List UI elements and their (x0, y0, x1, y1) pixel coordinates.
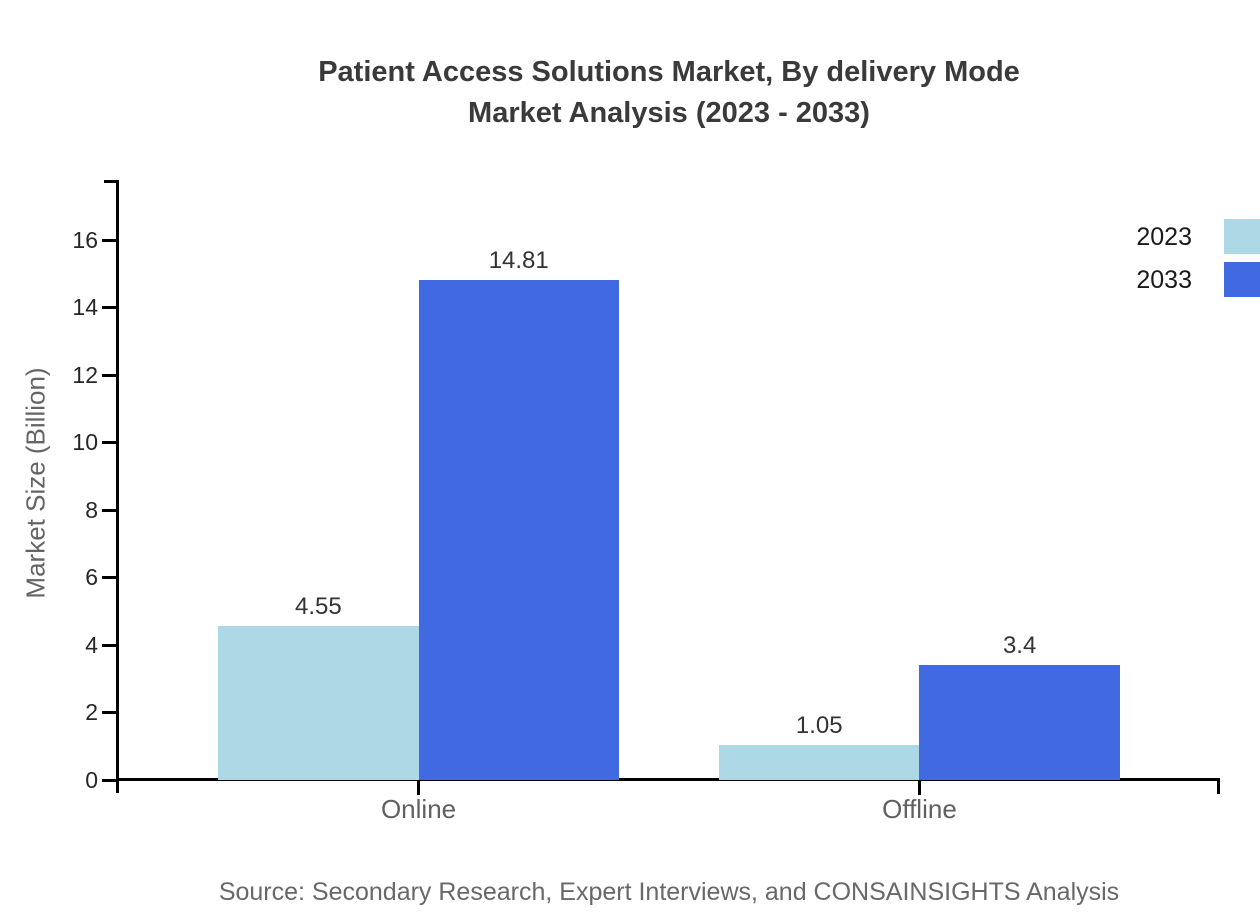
legend-label-2023: 2023 (1136, 223, 1192, 251)
y-tick (102, 576, 116, 579)
bar-value-label: 14.81 (488, 247, 549, 275)
x-category-label: Online (380, 794, 457, 824)
y-tick (102, 441, 116, 444)
legend-swatch-2033 (1224, 262, 1260, 297)
y-tick (102, 778, 116, 782)
x-axis-line (116, 778, 1220, 781)
y-tick-label: 10 (72, 429, 98, 455)
x-axis-right-cap (1217, 778, 1220, 794)
x-category-label: Offline (882, 794, 957, 824)
y-tick-label: 8 (85, 496, 98, 523)
source-text: Source: Secondary Research, Expert Inter… (218, 878, 1120, 906)
y-tick-label: 4 (85, 631, 98, 658)
y-tick (102, 373, 116, 377)
bar-offline-2023 (719, 744, 920, 780)
x-tick (917, 780, 921, 795)
bar-value-label: 4.55 (295, 593, 342, 621)
y-axis-label: Market Size (Billion) (20, 367, 51, 599)
y-tick (102, 306, 116, 309)
y-axis-top-cap (104, 180, 119, 183)
chart-title-line1: Patient Access Solutions Market, By deli… (318, 56, 1020, 88)
y-tick (102, 711, 116, 714)
y-tick-label: 14 (72, 294, 98, 320)
bar-value-label: 3.4 (1002, 632, 1037, 660)
y-tick-label: 2 (85, 699, 98, 725)
bar-value-label: 1.05 (795, 711, 843, 739)
chart-title-line2: Market Analysis (2023 - 2033) (468, 97, 870, 129)
legend-swatch-2023 (1224, 219, 1260, 254)
y-tick (102, 643, 116, 647)
bar-offline-2033 (919, 665, 1120, 780)
y-tick-label: 6 (85, 564, 98, 590)
chart-title: Patient Access Solutions Market, By deli… (118, 52, 1220, 134)
y-axis-line (116, 180, 119, 793)
bar-online-2033 (418, 280, 619, 780)
y-tick-label: 12 (72, 361, 98, 388)
y-tick (102, 238, 116, 242)
y-tick (102, 508, 116, 512)
bar-online-2023 (218, 626, 419, 780)
x-tick (417, 780, 421, 795)
legend-label-2033: 2033 (1136, 266, 1192, 294)
y-tick-label: 0 (85, 766, 98, 793)
y-tick-label: 16 (72, 226, 98, 253)
